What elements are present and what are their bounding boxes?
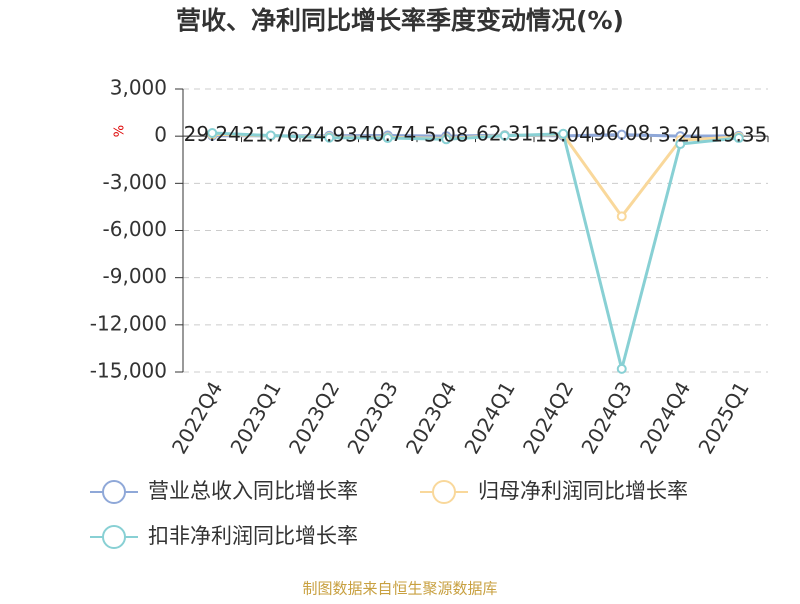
y-tick-label: -9,000 [103,264,167,288]
data-label: 40.74 [359,122,416,146]
x-tick-label: 2024Q3 [576,377,636,458]
point [733,133,744,144]
x-tick-label: 2022Q4 [167,377,227,458]
data-label: 62.31 [476,122,533,146]
y-tick-label: -15,000 [90,359,167,383]
source-note: 制图数据来自恒生聚源数据库 [302,580,497,598]
legend-marker [102,480,126,504]
legend-label: 扣非净利润同比增长率 [148,524,358,548]
data-label: 5.08 [424,123,469,147]
chart-title: 营收、净利同比增长率季度变动情况(%) [176,6,624,35]
point [265,130,276,141]
point [616,211,627,222]
data-label: 96.08 [593,121,650,145]
legend-label: 归母净利润同比增长率 [478,479,688,503]
y-tick-label: -6,000 [103,217,167,241]
x-tick-label: 2024Q2 [518,377,578,458]
point [441,134,452,145]
data-label: 15.04 [535,122,592,146]
y-tick-label: -3,000 [103,170,167,194]
data-label: 24.93 [301,122,358,146]
y-tick-label: -12,000 [90,311,167,335]
point [675,139,686,150]
series-line [212,131,739,370]
x-tick-label: 2024Q4 [635,377,695,458]
y-tick-label: 3,000 [110,76,167,100]
point [324,132,335,143]
y-axis-label: % [113,125,128,137]
x-tick-label: 2025Q1 [693,377,753,458]
point [616,363,627,374]
legend-label: 营业总收入同比增长率 [148,479,358,503]
data-label: 3.24 [658,123,703,147]
point [616,129,627,140]
x-tick-label: 2024Q1 [459,377,519,458]
x-tick-label: 2023Q3 [342,377,402,458]
x-tick-label: 2023Q4 [401,377,461,458]
legend-marker [432,480,456,504]
y-tick-label: 0 [154,123,167,147]
point [382,133,393,144]
legend-marker [102,525,126,549]
data-label: 19.35 [710,122,767,146]
point [499,130,510,141]
data-label: 29.24 [184,122,241,146]
x-tick-label: 2023Q2 [284,377,344,458]
x-tick-label: 2023Q1 [225,377,285,458]
point [558,128,569,139]
point [207,128,218,139]
data-label: 21.76 [242,122,299,146]
